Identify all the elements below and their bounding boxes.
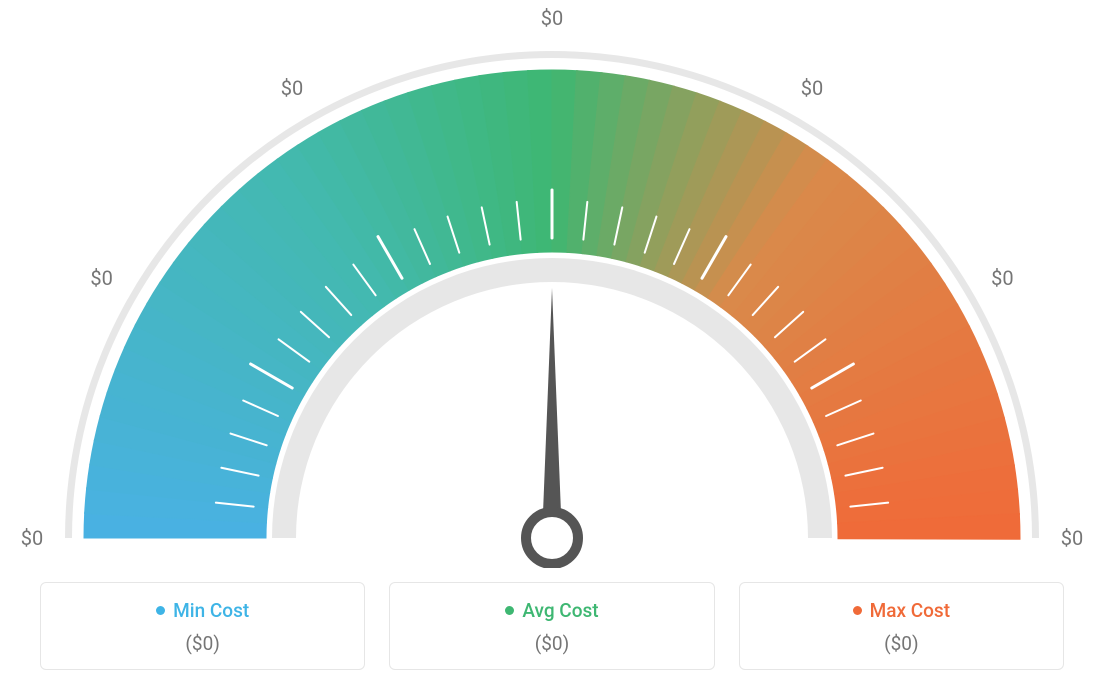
- legend-dot-max: [853, 606, 862, 615]
- legend-value-avg: ($0): [402, 632, 701, 655]
- legend-card-min: Min Cost ($0): [40, 582, 365, 670]
- gauge-tick-label: $0: [801, 76, 823, 100]
- gauge-tick-label: $0: [90, 266, 112, 290]
- gauge-chart: $0 $0 $0 $0 $0 $0 $0: [0, 0, 1104, 560]
- legend-title-min: Min Cost: [156, 599, 249, 622]
- legend-title-max: Max Cost: [853, 599, 950, 622]
- legend-dot-min: [156, 606, 165, 615]
- legend-card-max: Max Cost ($0): [739, 582, 1064, 670]
- legend-row: Min Cost ($0) Avg Cost ($0) Max Cost ($0…: [40, 582, 1064, 670]
- legend-label-max: Max Cost: [870, 599, 950, 622]
- legend-label-min: Min Cost: [173, 599, 249, 622]
- legend-title-avg: Avg Cost: [505, 599, 598, 622]
- legend-dot-avg: [505, 606, 514, 615]
- gauge-tick-label: $0: [991, 266, 1013, 290]
- gauge-tick-label: $0: [1061, 526, 1083, 550]
- gauge-tick-label: $0: [541, 6, 563, 30]
- legend-value-min: ($0): [53, 632, 352, 655]
- gauge-svg: [0, 8, 1104, 568]
- cost-gauge-container: $0 $0 $0 $0 $0 $0 $0 Min Cost ($0) Avg Cost ($…: [0, 0, 1104, 690]
- legend-label-avg: Avg Cost: [522, 599, 598, 622]
- gauge-tick-label: $0: [21, 526, 43, 550]
- gauge-tick-label: $0: [281, 76, 303, 100]
- legend-value-max: ($0): [752, 632, 1051, 655]
- legend-card-avg: Avg Cost ($0): [389, 582, 714, 670]
